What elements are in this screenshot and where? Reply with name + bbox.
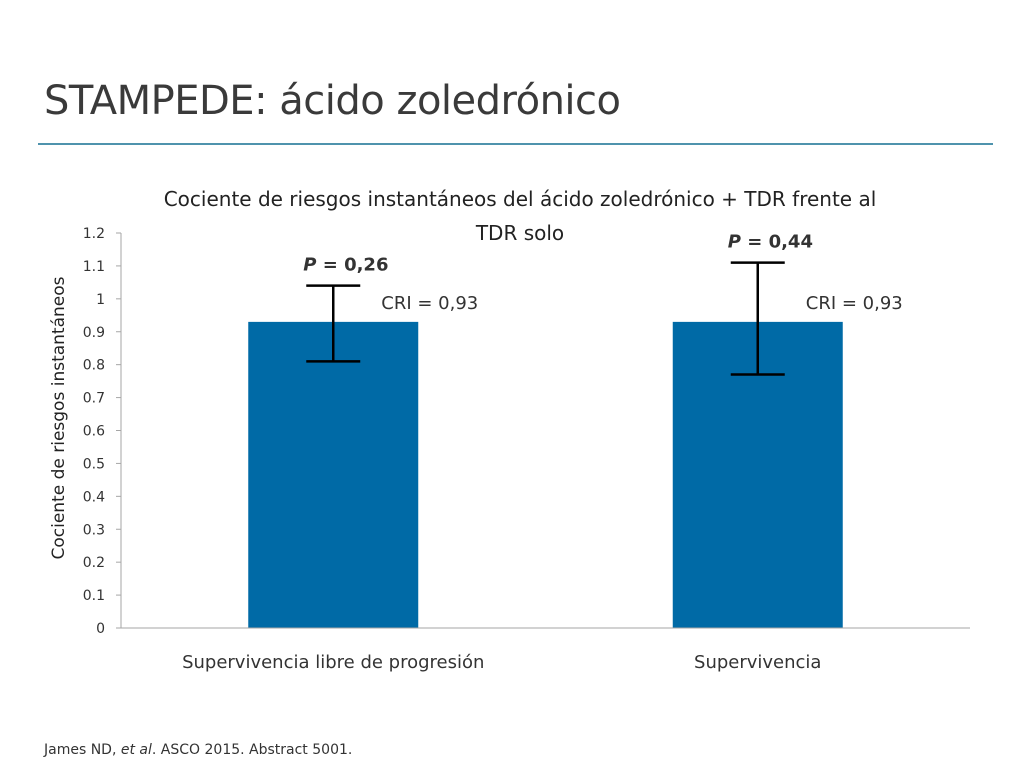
- citation-footer: James ND, et al. ASCO 2015. Abstract 500…: [44, 742, 352, 758]
- y-tick-label: 0.4: [83, 489, 105, 505]
- chart-title-line-2: TDR solo: [475, 221, 564, 245]
- citation-rest: . ASCO 2015. Abstract 5001.: [151, 742, 353, 758]
- title-divider: [38, 143, 993, 145]
- annotations: P = 0,26 CRI = 0,93 P = 0,44 CRI = 0,93: [303, 232, 903, 314]
- x-axis-labels: Supervivencia libre de progresión Supervi…: [182, 652, 821, 673]
- y-tick-label: 0: [96, 621, 105, 637]
- y-tick-label: 0.9: [83, 325, 105, 341]
- y-tick-label: 0.6: [83, 424, 105, 440]
- citation-etal: et al: [120, 742, 152, 758]
- p-value-label: P = 0,26: [303, 255, 388, 276]
- y-axis-ticks: 0 0.1 0.2 0.3 0.4 0.5 0.6 0.7 0.8 0.9 1 1.1 1.2: [83, 226, 121, 637]
- x-category-label: Supervivencia libre de progresión: [182, 652, 484, 673]
- y-tick-label: 1: [96, 292, 105, 308]
- cri-label: CRI = 0,93: [806, 293, 903, 314]
- citation-author: James ND,: [44, 742, 117, 758]
- y-tick-label: 0.7: [83, 391, 105, 407]
- y-axis-label: Cociente de riesgos instantáneos: [49, 276, 69, 559]
- y-tick-label: 0.5: [83, 456, 105, 472]
- bars: [248, 321, 843, 628]
- cri-label: CRI = 0,93: [381, 293, 478, 314]
- y-tick-label: 0.8: [83, 358, 105, 374]
- bar: [248, 321, 419, 628]
- y-tick-label: 1.2: [83, 226, 105, 242]
- slide-title: STAMPEDE: ácido zoledrónico: [44, 78, 621, 124]
- y-tick-label: 1.1: [83, 259, 105, 275]
- chart-title-line-1: Cociente de riesgos instantáneos del áci…: [164, 187, 877, 211]
- y-tick-label: 0.2: [83, 555, 105, 571]
- p-value-label: P = 0,44: [728, 232, 813, 253]
- error-bars: [306, 261, 785, 376]
- x-category-label: Supervivencia: [694, 652, 821, 673]
- y-tick-label: 0.3: [83, 522, 105, 538]
- y-tick-label: 0.1: [83, 588, 105, 604]
